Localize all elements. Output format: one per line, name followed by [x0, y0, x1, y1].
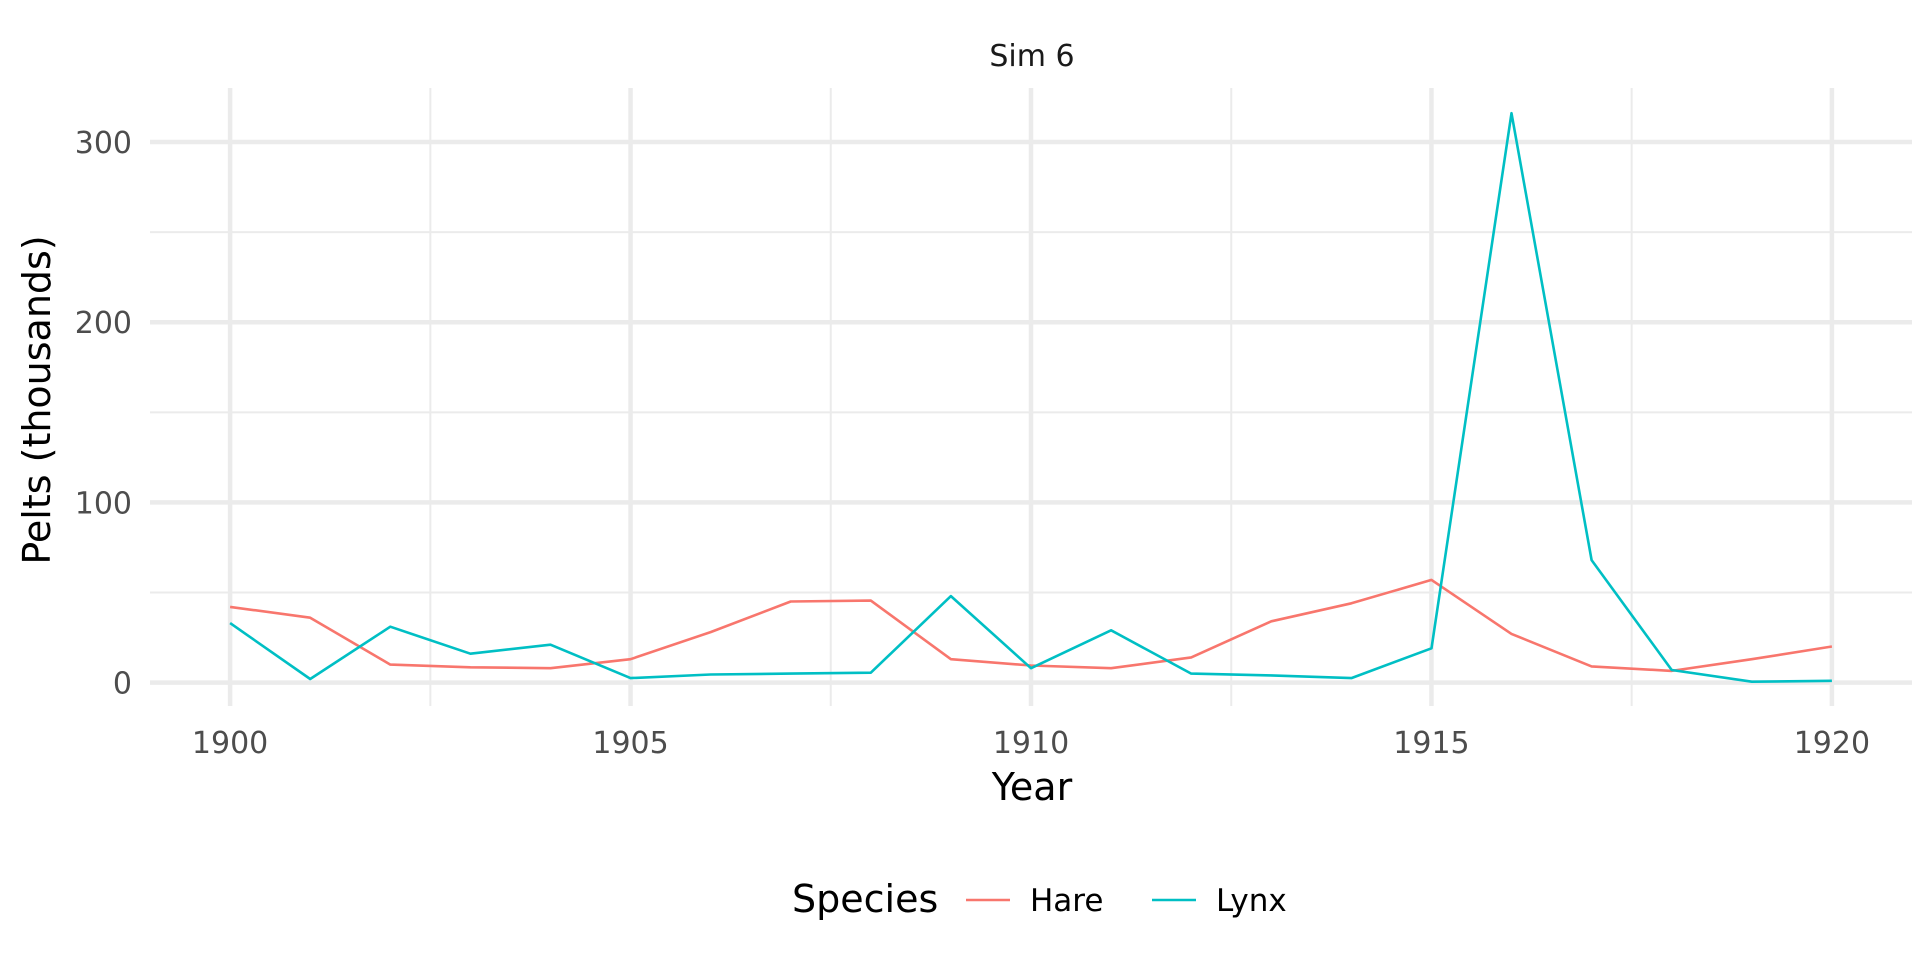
- series-line-hare: [229, 578, 1833, 673]
- y-tick-label: 200: [75, 306, 132, 341]
- legend-label-hare: Hare: [1030, 883, 1103, 919]
- x-tick-label: 1910: [993, 726, 1069, 761]
- legend: Species Hare Lynx: [792, 877, 1287, 921]
- legend-title: Species: [792, 877, 938, 921]
- y-tick-label: 100: [75, 486, 132, 521]
- y-axis-title: Pelts (thousands): [15, 235, 59, 564]
- x-tick-label: 1915: [1393, 726, 1469, 761]
- grid-major: [150, 88, 1912, 706]
- x-tick-label: 1900: [192, 726, 268, 761]
- x-tick-label: 1905: [592, 726, 668, 761]
- y-tick-labels: 0 100 200 300: [75, 126, 132, 702]
- x-tick-label: 1920: [1794, 726, 1870, 761]
- y-tick-label: 0: [113, 667, 132, 702]
- x-axis-title: Year: [991, 765, 1073, 809]
- y-tick-label: 300: [75, 126, 132, 161]
- series-line-lynx: [229, 111, 1832, 684]
- series-lines: [229, 111, 1833, 684]
- chart-title: Sim 6: [989, 39, 1074, 74]
- x-tick-labels: 1900 1905 1910 1915 1920: [192, 726, 1870, 761]
- legend-label-lynx: Lynx: [1216, 883, 1287, 919]
